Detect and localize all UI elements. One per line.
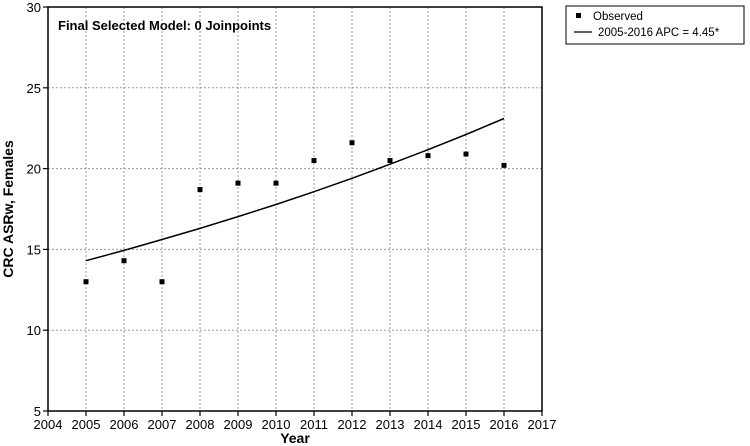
observed-point	[273, 180, 279, 186]
x-axis-title: Year	[280, 430, 310, 446]
x-tick-label: 2013	[376, 417, 405, 432]
x-tick-label: 2016	[490, 417, 519, 432]
y-tick-label: 20	[27, 162, 41, 177]
fitted-line-layer	[85, 117, 505, 262]
legend-box	[565, 5, 745, 45]
x-tick-label: 2005	[72, 417, 101, 432]
y-tick-label: 15	[27, 242, 41, 257]
x-tick-label: 2004	[34, 417, 63, 432]
y-tick-label: 5	[34, 404, 41, 419]
y-axis-title: CRC ASRw, Females	[0, 140, 16, 278]
x-tick-label: 2012	[338, 417, 367, 432]
axis-ticks: 2004 2005 2006 2007 2008 2009 2010 2011 2012 2013…	[27, 0, 557, 432]
observed-point	[501, 162, 507, 168]
observed-point	[463, 151, 469, 157]
observed-point	[425, 153, 431, 159]
legend-observed-label: Observed	[593, 11, 643, 23]
observed-point	[387, 158, 393, 164]
x-tick-label: 2017	[528, 417, 557, 432]
observed-point	[159, 279, 165, 285]
y-tick-label: 10	[27, 323, 41, 338]
x-tick-label: 2015	[452, 417, 481, 432]
x-tick-label: 2009	[224, 417, 253, 432]
x-tick-label: 2006	[110, 417, 139, 432]
observed-point	[121, 258, 127, 264]
y-tick-label: 30	[27, 0, 41, 15]
legend-observed-marker	[576, 13, 581, 18]
observed-point	[349, 140, 355, 146]
observed-points-layer	[83, 140, 507, 285]
observed-point	[235, 180, 241, 186]
grid	[48, 7, 542, 411]
x-tick-label: 2010	[262, 417, 291, 432]
fitted-apc-line	[85, 117, 505, 262]
x-tick-label: 2011	[300, 417, 328, 432]
observed-point	[311, 158, 317, 164]
legend-fitted-label: 2005-2016 APC = 4.45*	[598, 27, 720, 39]
legend: Observed 2005-2016 APC = 4.45*	[565, 5, 745, 45]
plot-frame	[47, 6, 543, 412]
x-tick-label: 2008	[186, 417, 215, 432]
x-tick-label: 2007	[148, 417, 177, 432]
x-tick-label: 2014	[414, 417, 443, 432]
y-tick-label: 25	[27, 81, 41, 96]
observed-point	[197, 187, 203, 193]
observed-point	[83, 279, 89, 285]
model-annotation: Final Selected Model: 0 Joinpoints	[58, 18, 271, 33]
